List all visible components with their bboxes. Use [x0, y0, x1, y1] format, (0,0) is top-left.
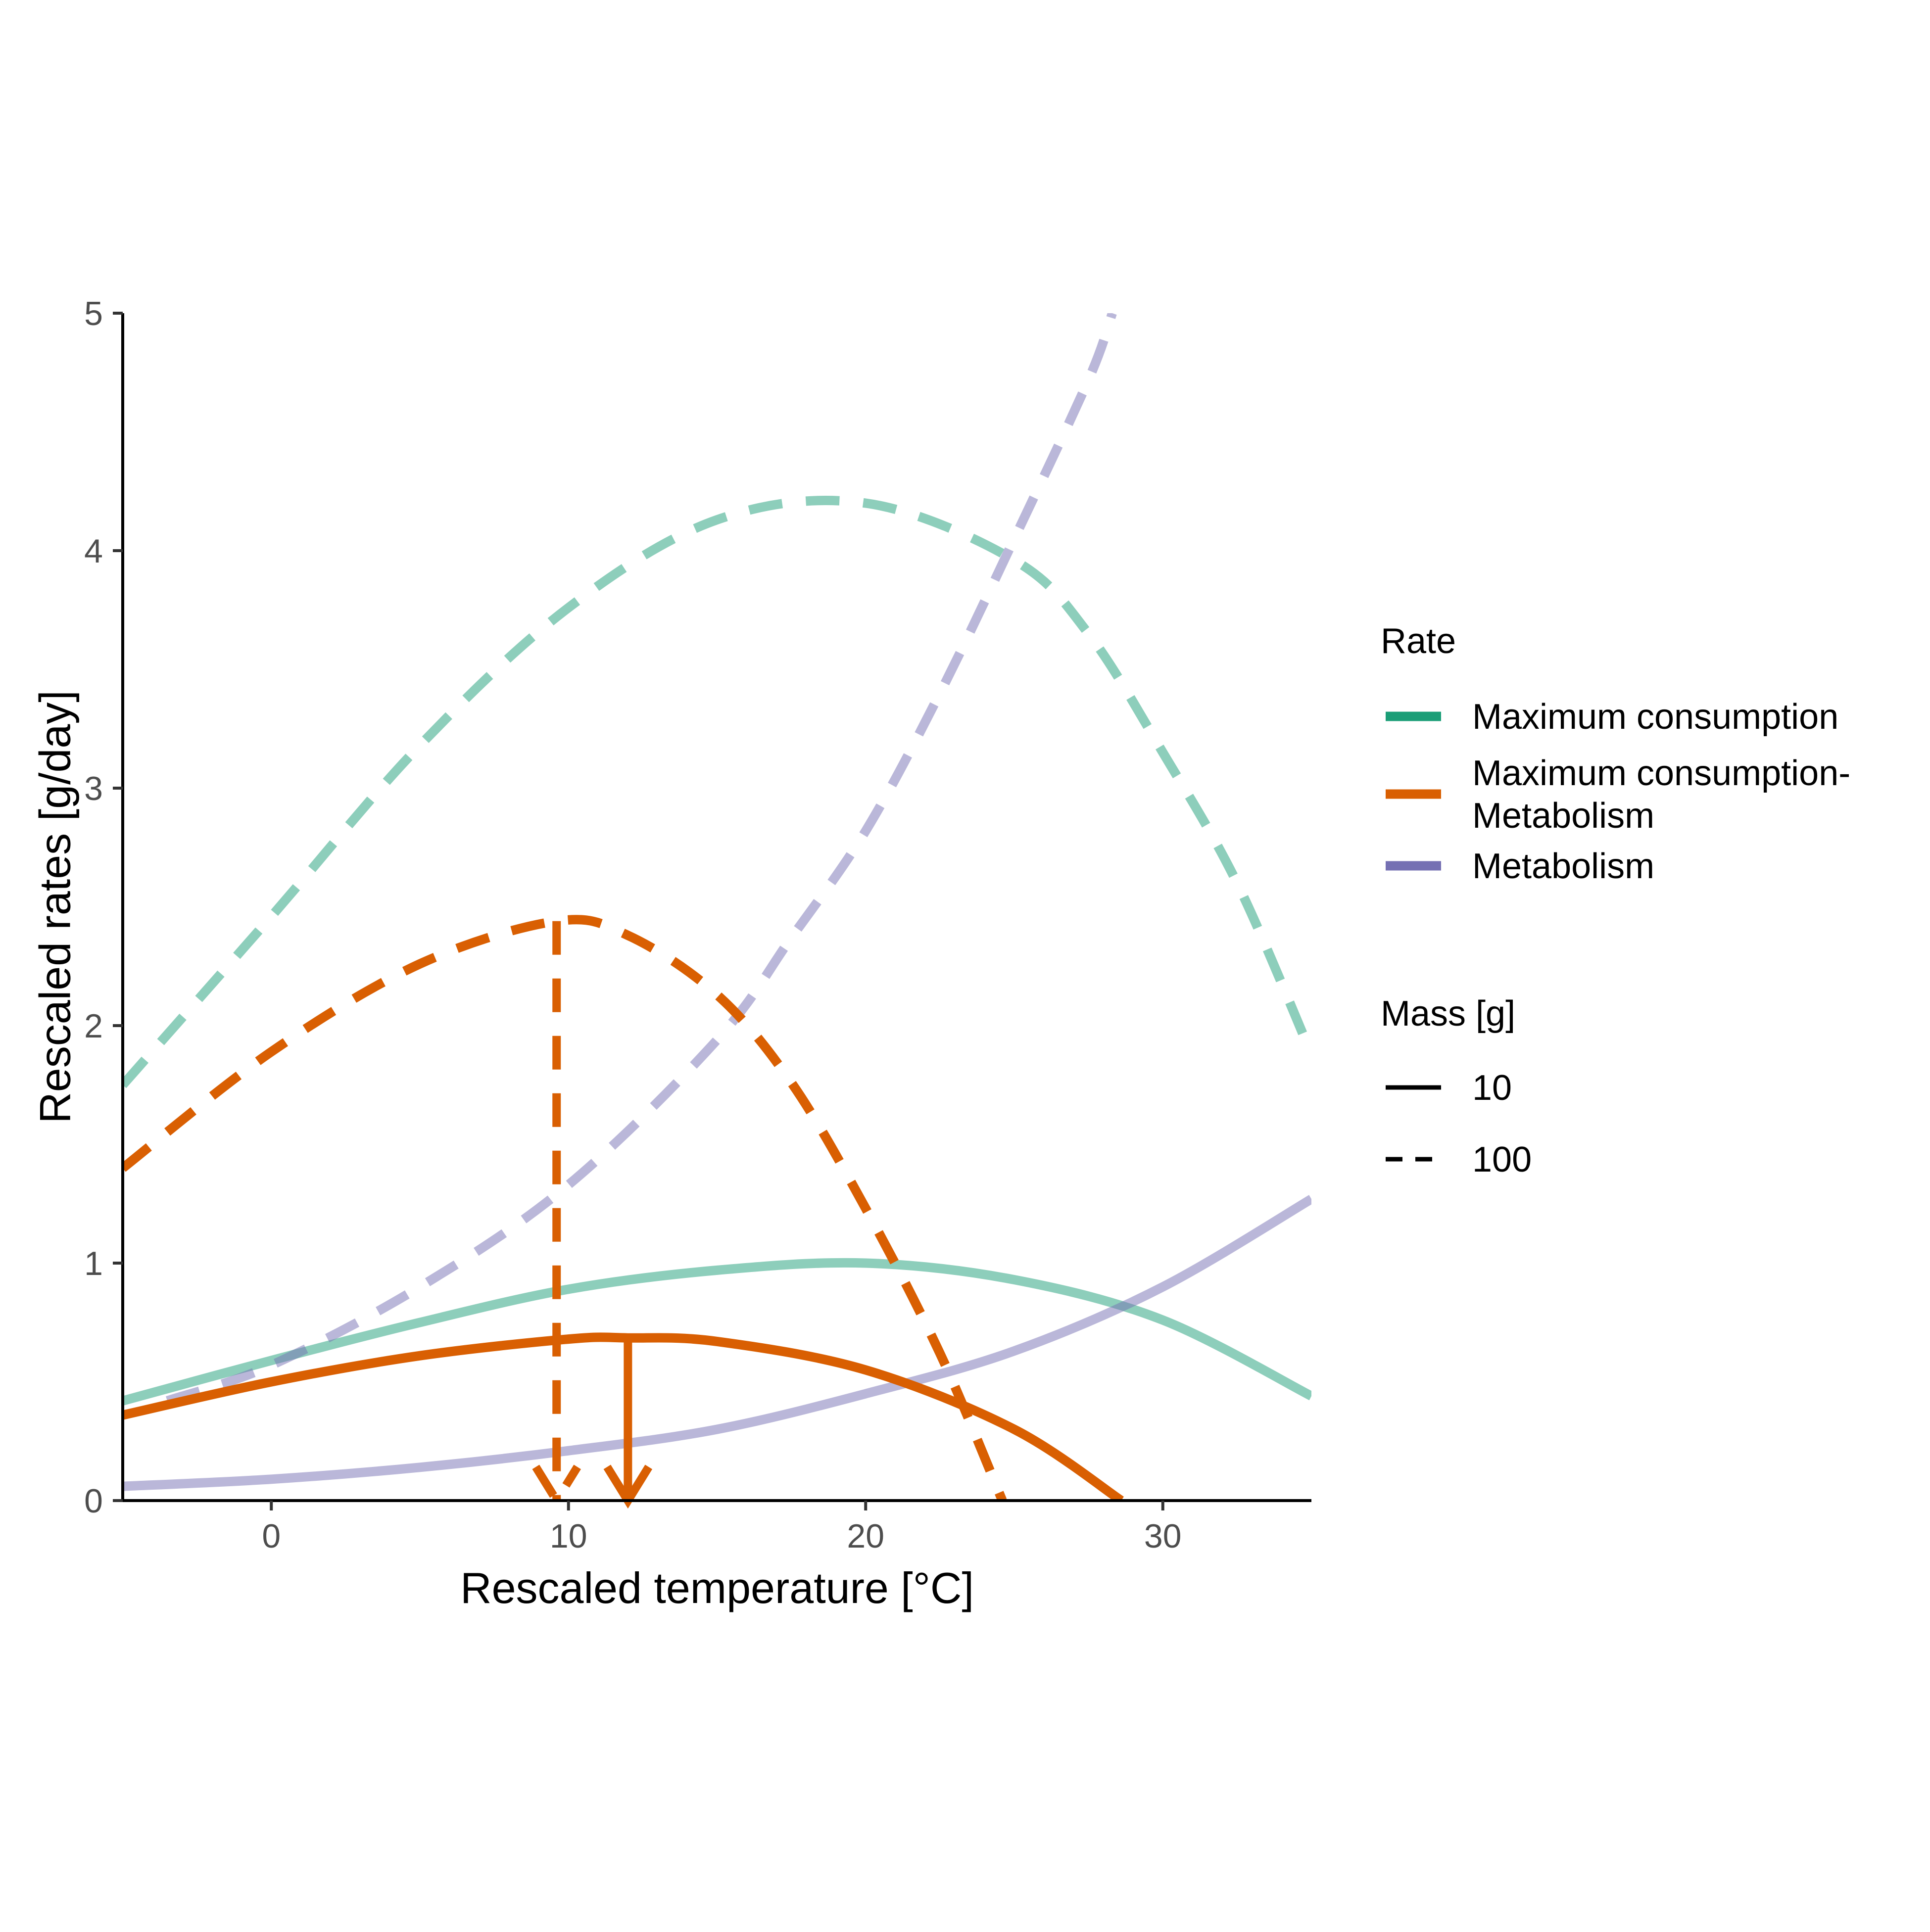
- legend-mass: Mass [g] 10 100: [1381, 994, 1532, 1179]
- legend-mass-item-100: 100: [1386, 1140, 1532, 1179]
- y-tick-label-3: 3: [84, 770, 103, 807]
- legend-label-mass-100: 100: [1472, 1140, 1532, 1179]
- series-maximum-consumption-metabolism-mass-100: [123, 915, 1007, 1501]
- legend-label-metabolism: Metabolism: [1472, 847, 1654, 886]
- series-maximum-consumption-mass-100: [123, 496, 1311, 1088]
- legend-label-mass-10: 10: [1472, 1068, 1512, 1108]
- legend-label-maximum-consumption: Maximum consumption: [1472, 697, 1838, 737]
- x-tick-label-0: 0: [262, 1517, 281, 1555]
- x-tick-label-30: 30: [1144, 1517, 1182, 1555]
- legend-rate-item-maximum-consumption: Maximum consumption: [1386, 697, 1838, 737]
- series-metabolism-mass-100: [166, 313, 1117, 1406]
- y-tick-label-4: 4: [84, 532, 103, 570]
- x-axis-title: Rescaled temperature [°C]: [460, 1563, 974, 1612]
- arrow-layer: [532, 921, 653, 1509]
- series-metabolism-mass-10: [123, 1195, 1311, 1491]
- legend-mass-item-10: 10: [1386, 1068, 1512, 1108]
- y-tick-label-0: 0: [84, 1482, 103, 1520]
- x-tick-label-10: 10: [550, 1517, 587, 1555]
- legend-rate: Rate Maximum consumption Maximum consumpt…: [1381, 621, 1850, 886]
- arrow-maximum-consumption-metabolism-mass-100: [532, 921, 581, 1509]
- y-tick-label-1: 1: [84, 1245, 103, 1282]
- arrow-head: [532, 1464, 581, 1509]
- legend-rate-item-maximum-consumption-metabolism: Maximum consumption-Metabolism: [1386, 754, 1850, 836]
- legend-label-maximum-consumption-metabolism: Maximum consumption-Metabolism: [1472, 754, 1850, 836]
- legend-rate-item-metabolism: Metabolism: [1386, 847, 1654, 886]
- x-tick-label-20: 20: [847, 1517, 884, 1555]
- series-layer: [123, 313, 1311, 1501]
- arrow-maximum-consumption-metabolism-mass-10: [603, 1338, 653, 1509]
- axes-layer: 0 10 20 30 0 1 2 3 4 5: [84, 295, 1311, 1555]
- y-tick-label-2: 2: [84, 1007, 103, 1045]
- legend-rate-title: Rate: [1381, 621, 1456, 661]
- legend-mass-title: Mass [g]: [1381, 994, 1515, 1034]
- y-tick-label-5: 5: [84, 295, 103, 332]
- y-axis-title: Rescaled rates [g/day]: [30, 690, 79, 1124]
